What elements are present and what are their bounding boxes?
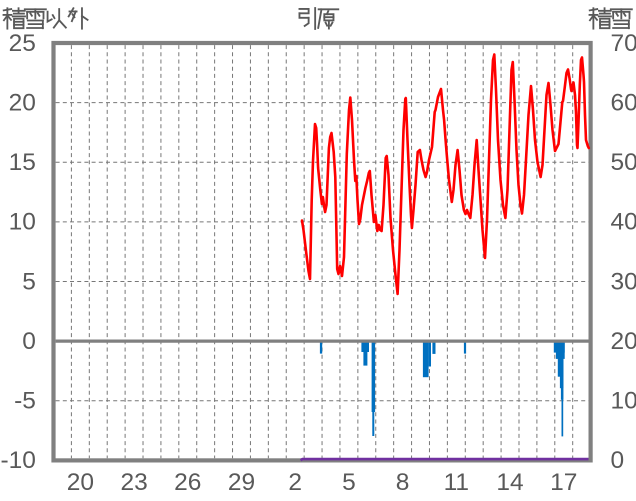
svg-text:11: 11 — [444, 469, 469, 496]
svg-text:40: 40 — [611, 209, 636, 236]
svg-text:60: 60 — [611, 89, 636, 116]
svg-text:5: 5 — [342, 469, 356, 496]
svg-text:10: 10 — [611, 388, 636, 415]
svg-text:-10: -10 — [0, 447, 35, 474]
svg-text:50: 50 — [611, 149, 636, 176]
svg-text:23: 23 — [120, 469, 147, 496]
svg-text:14: 14 — [496, 469, 523, 496]
svg-text:15: 15 — [9, 149, 36, 176]
svg-text:10: 10 — [9, 209, 36, 236]
svg-text:2: 2 — [288, 469, 302, 496]
svg-text:70: 70 — [611, 30, 636, 57]
svg-text:26: 26 — [174, 469, 201, 496]
svg-text:5: 5 — [22, 268, 36, 295]
svg-text:20: 20 — [611, 328, 636, 355]
svg-text:-5: -5 — [14, 388, 36, 415]
svg-text:0: 0 — [22, 328, 36, 355]
svg-text:0: 0 — [611, 447, 625, 474]
svg-text:20: 20 — [67, 469, 94, 496]
svg-text:30: 30 — [611, 268, 636, 295]
svg-text:20: 20 — [9, 89, 36, 116]
svg-text:17: 17 — [550, 469, 577, 496]
svg-text:25: 25 — [9, 30, 36, 57]
svg-text:8: 8 — [396, 469, 410, 496]
svg-text:29: 29 — [228, 469, 255, 496]
